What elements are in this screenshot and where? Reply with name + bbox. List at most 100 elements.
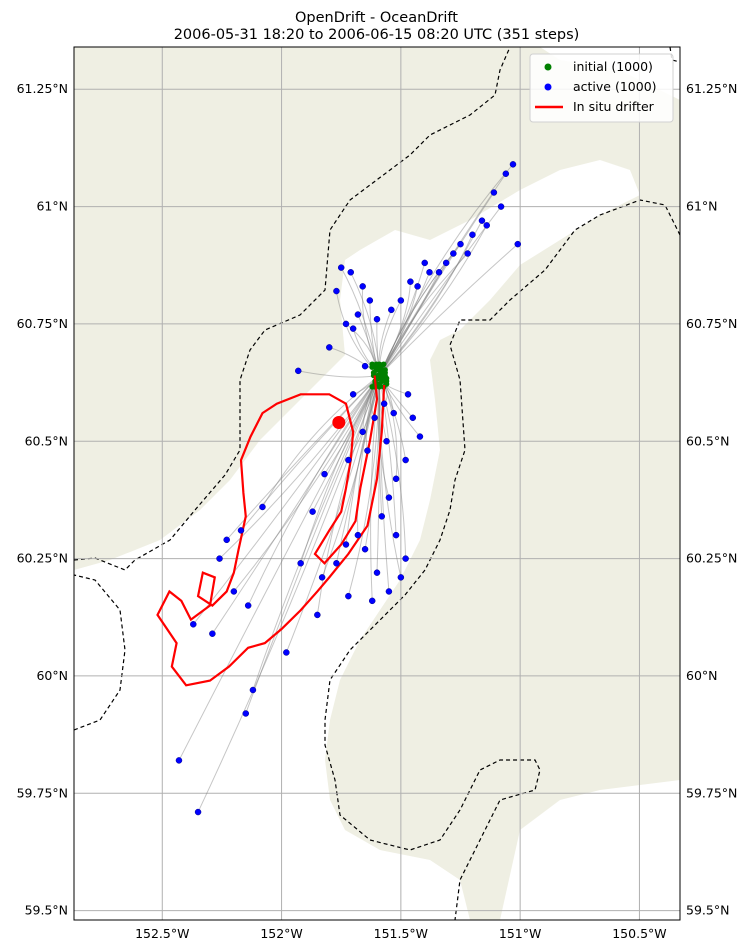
active-particle-21 [347,269,355,276]
active-particle-48 [368,597,376,605]
active-particle-23 [366,297,374,304]
trajectory-72 [197,375,380,813]
trajectory-38 [378,375,407,559]
active-particle-68 [283,649,290,656]
title-line-2: 2006-05-31 18:20 to 2006-06-15 08:20 UTC… [174,27,580,43]
initial-particle-28 [382,372,388,379]
legend: initial (1000) active (1000) In situ dri… [529,53,674,123]
active-particle-15 [435,269,443,276]
active-particle-42 [361,545,369,553]
title-line-1: OpenDrift - OceanDrift [295,10,458,26]
trajectory-2 [378,192,495,376]
lat-tick-left-3: 60.25°N [17,551,68,566]
lat-tick-right-5: 60.75°N [686,316,737,331]
drifter-track-layer [156,375,386,687]
legend-drifter-label: In situ drifter [573,99,655,114]
active-particle-61 [237,527,245,534]
boundary-line-east [324,199,680,920]
lat-tick-left-1: 59.75°N [17,785,68,800]
active-particle-46 [318,574,326,581]
active-particle-25 [342,320,350,328]
plot-frame [73,46,681,921]
active-particle-58 [349,391,357,398]
legend-initial-marker [544,63,552,71]
trajectory-41 [376,375,381,573]
trajectory-39 [378,375,402,578]
lat-tick-labels-right: 59.5°N 59.75°N 60°N 60.25°N 60.5°N 60.75°N 61°… [686,81,737,917]
drifter-start-marker [332,415,346,429]
active-particles [175,161,522,816]
lat-tick-left-4: 60.5°N [25,433,68,448]
active-particle-67 [190,621,197,628]
active-particle-65 [244,602,252,609]
trajectory-49 [312,375,380,512]
water-body-east [500,780,680,920]
lat-tick-left-0: 59.5°N [25,903,68,918]
active-particle-55 [380,400,388,407]
active-particle-74 [297,560,304,567]
trajectory-4 [379,234,473,376]
trajectory-40 [378,375,390,592]
trajectory-45 [335,375,380,564]
active-particle-4 [469,231,476,238]
trajectory-12 [379,225,488,376]
legend-active-marker [544,83,552,91]
lat-tick-right-6: 61°N [686,199,718,214]
active-particle-56 [371,414,378,422]
active-particle-24 [354,311,362,318]
trajectory-69 [252,375,380,691]
active-particle-39 [397,574,405,581]
active-particle-72 [194,808,202,816]
lat-tick-right-1: 59.75°N [686,785,737,800]
trajectory-14 [378,253,454,376]
legend-active-label: active (1000) [573,79,657,94]
active-particle-1 [502,170,510,177]
initial-particle-20 [380,361,387,368]
lon-tick-0: 152.5°W [135,926,189,941]
active-particle-27 [349,325,357,332]
lon-tick-labels: 152.5°W 152°W 151.5°W 151°W 150.5°W [135,926,667,941]
initial-particle-18 [376,384,383,390]
trajectory-68 [285,375,380,653]
trajectory-65 [247,375,380,606]
trajectory-47 [347,375,380,597]
active-particle-47 [345,592,352,600]
trajectory-42 [364,375,381,550]
active-particle-30 [404,391,412,398]
active-particle-22 [359,283,366,290]
active-particle-3 [478,217,486,224]
active-particle-59 [361,362,369,370]
trajectory-5 [378,243,461,376]
trajectory-35 [377,375,390,498]
active-particle-6 [442,259,450,267]
trajectory-36 [378,375,383,517]
active-particle-35 [385,494,393,501]
active-particle-8 [414,283,421,290]
active-particle-12 [483,222,490,229]
active-particle-28 [326,344,333,351]
lon-tick-4: 150.5°W [612,926,666,941]
trajectory-71 [178,375,380,761]
lat-tick-left-6: 61°N [36,199,68,214]
active-particle-0 [509,161,517,168]
active-particle-11 [497,203,505,210]
legend-initial-label: initial (1000) [573,59,653,74]
active-particle-34 [392,475,400,483]
trajectory-64 [233,375,380,592]
lat-tick-right-0: 59.5°N [686,903,729,918]
water-body-west [74,575,125,700]
active-particle-33 [402,456,409,464]
active-particle-10 [514,240,522,248]
active-particle-73 [314,611,321,619]
active-particle-26 [333,287,340,295]
lat-tick-left-5: 60.75°N [17,316,68,331]
lon-tick-3: 151°W [499,926,541,941]
active-particle-57 [359,428,366,436]
active-particle-70 [242,710,250,717]
lat-tick-right-2: 60°N [686,668,718,683]
lon-tick-2: 151.5°W [374,926,428,941]
active-particle-9 [397,297,405,304]
active-particle-32 [416,433,424,440]
trajectory-44 [345,375,380,545]
